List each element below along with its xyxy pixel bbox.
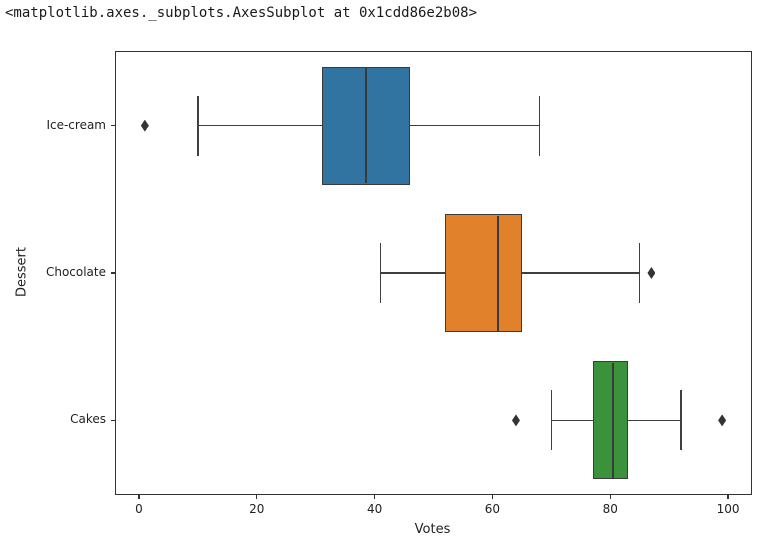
x-tick-100 [727,494,729,499]
box-chocolate [445,214,522,332]
whisker-low-cap-cakes [550,390,553,451]
y-axis-label: Dessert [14,247,30,297]
y-tick-chocolate [111,272,116,274]
x-tick-60 [491,494,494,499]
outlier-point-chocolate [647,267,656,279]
boxplot-figure: Ice-cream Chocolate Cakes 0 20 40 60 80 100 Vote… [0,34,768,545]
whisker-high-line-chocolate [521,272,640,274]
outlier-point-cakes [718,414,727,427]
axes-repr-text: <matplotlib.axes._subplots.AxesSubplot a… [5,5,478,21]
whisker-high-cap-ice-cream [538,95,541,156]
y-tick-label-ice-cream: Ice-cream [46,117,106,132]
median-line-chocolate [497,215,500,331]
x-tick-label-20: 20 [249,502,265,516]
median-line-cakes [612,362,615,478]
outlier-point-ice-cream [140,119,149,132]
x-tick-20 [256,494,258,499]
whisker-high-cap-cakes [680,390,682,451]
y-tick-cakes [111,419,116,422]
whisker-high-line-ice-cream [409,124,540,127]
x-tick-40 [373,494,376,499]
whisker-high-line-cakes [627,419,681,422]
x-tick-label-100: 100 [716,502,740,516]
x-tick-label-40: 40 [366,502,383,516]
x-tick-label-0: 0 [135,502,143,516]
box-cakes [592,361,628,480]
x-tick-label-60: 60 [484,502,501,516]
x-axis-label: Votes [414,522,451,537]
whisker-low-line-cakes [551,419,593,422]
whisker-low-cap-chocolate [379,243,382,303]
whisker-low-cap-ice-cream [197,95,199,156]
x-tick-80 [609,494,611,499]
whisker-high-cap-chocolate [638,243,641,303]
x-tick-label-80: 80 [602,502,618,516]
median-line-ice-cream [364,68,367,184]
whisker-low-line-chocolate [380,272,446,274]
y-tick-ice-cream [111,124,116,127]
y-tick-label-cakes: Cakes [70,412,106,427]
x-tick-0 [138,494,140,499]
plot-area: Ice-cream Chocolate Cakes 0 20 40 60 80 100 [46,51,752,516]
whisker-low-line-ice-cream [197,124,322,127]
y-tick-label-chocolate: Chocolate [45,265,106,279]
outlier-point-cakes [511,414,520,427]
